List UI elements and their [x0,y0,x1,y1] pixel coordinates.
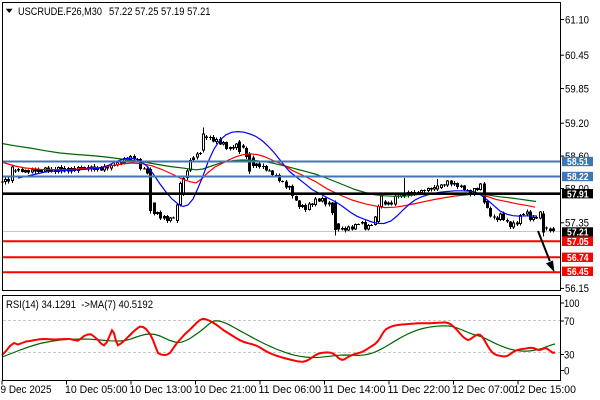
svg-text:58.51: 58.51 [567,156,589,168]
svg-text:0: 0 [564,365,570,377]
svg-text:11 Dec 14:00: 11 Dec 14:00 [323,384,386,396]
svg-text:57.35: 57.35 [565,218,589,230]
svg-text:56.74: 56.74 [567,252,589,264]
svg-text:56.15: 56.15 [565,283,589,295]
svg-text:10 Dec 21:00: 10 Dec 21:00 [194,384,257,396]
svg-text:57.22 57.25 57.19 57.21: 57.22 57.25 57.19 57.21 [109,6,211,18]
svg-text:58.22: 58.22 [567,171,589,183]
svg-text:12 Dec 15:00: 12 Dec 15:00 [514,384,577,396]
svg-text:100: 100 [564,298,580,310]
svg-text:30: 30 [564,349,575,361]
svg-text:11 Dec 22:00: 11 Dec 22:00 [388,384,451,396]
svg-text:57.91: 57.91 [567,188,589,200]
svg-text:9 Dec 2025: 9 Dec 2025 [1,384,52,396]
svg-text:59.20: 59.20 [565,118,589,130]
svg-text:70: 70 [564,316,575,328]
svg-text:RSI(14) 34.1291 ->MA(7) 40.51: RSI(14) 34.1291 ->MA(7) 40.5192 [6,299,153,311]
svg-text:10 Dec 13:00: 10 Dec 13:00 [130,384,193,396]
svg-text:57.05: 57.05 [567,236,589,248]
svg-text:56.45: 56.45 [567,266,589,278]
svg-text:USCRUDE.F26,M30: USCRUDE.F26,M30 [18,6,102,18]
svg-text:61.10: 61.10 [565,14,589,26]
svg-text:10 Dec 05:00: 10 Dec 05:00 [65,384,128,396]
svg-text:11 Dec 06:00: 11 Dec 06:00 [259,384,322,396]
svg-text:12 Dec 07:00: 12 Dec 07:00 [452,384,515,396]
svg-text:60.45: 60.45 [565,50,589,62]
svg-text:59.85: 59.85 [565,83,589,95]
svg-text:57.21: 57.21 [567,227,589,239]
